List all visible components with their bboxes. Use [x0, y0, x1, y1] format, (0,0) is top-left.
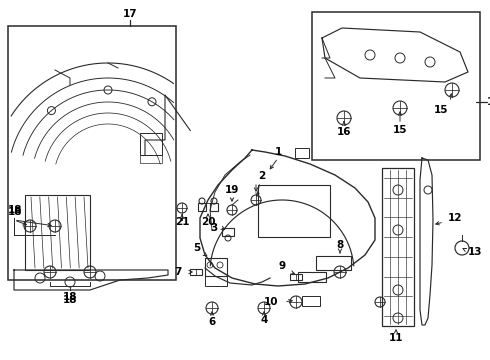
Text: 6: 6 — [208, 317, 216, 327]
Text: 10: 10 — [264, 297, 278, 307]
Text: 8: 8 — [336, 240, 343, 250]
Bar — [205, 276, 227, 286]
Text: 2: 2 — [258, 171, 266, 181]
Text: 3: 3 — [211, 223, 218, 233]
Bar — [8, 26, 176, 280]
Bar — [258, 185, 330, 237]
Text: 17: 17 — [122, 9, 137, 19]
Bar — [198, 203, 206, 211]
Text: 14: 14 — [487, 97, 490, 107]
Text: 20: 20 — [201, 217, 215, 227]
Text: 11: 11 — [389, 333, 403, 343]
Text: 18: 18 — [63, 292, 77, 302]
Text: 21: 21 — [175, 217, 189, 227]
Bar — [25, 195, 90, 270]
Bar — [302, 296, 320, 306]
Text: 13: 13 — [468, 247, 483, 257]
Text: 4: 4 — [260, 315, 268, 325]
Text: 7: 7 — [174, 267, 182, 277]
Text: 19: 19 — [225, 185, 239, 195]
Bar — [210, 203, 218, 211]
Bar — [298, 272, 326, 282]
Bar — [382, 168, 414, 326]
Bar — [290, 274, 302, 280]
Bar — [140, 155, 162, 163]
Text: 16: 16 — [337, 127, 351, 137]
Bar — [295, 148, 309, 158]
Text: 1: 1 — [274, 147, 282, 157]
Bar — [190, 269, 202, 275]
Text: 5: 5 — [193, 243, 200, 253]
Text: 18: 18 — [8, 207, 23, 217]
Text: 18: 18 — [8, 205, 23, 215]
Bar — [205, 258, 227, 276]
Text: 9: 9 — [279, 261, 286, 271]
Text: 12: 12 — [448, 213, 463, 223]
Bar — [222, 228, 234, 236]
Bar — [140, 133, 162, 155]
Bar — [312, 12, 480, 160]
Text: 15: 15 — [434, 105, 448, 115]
Bar — [316, 256, 351, 270]
Text: 15: 15 — [393, 125, 407, 135]
Text: 18: 18 — [63, 295, 77, 305]
